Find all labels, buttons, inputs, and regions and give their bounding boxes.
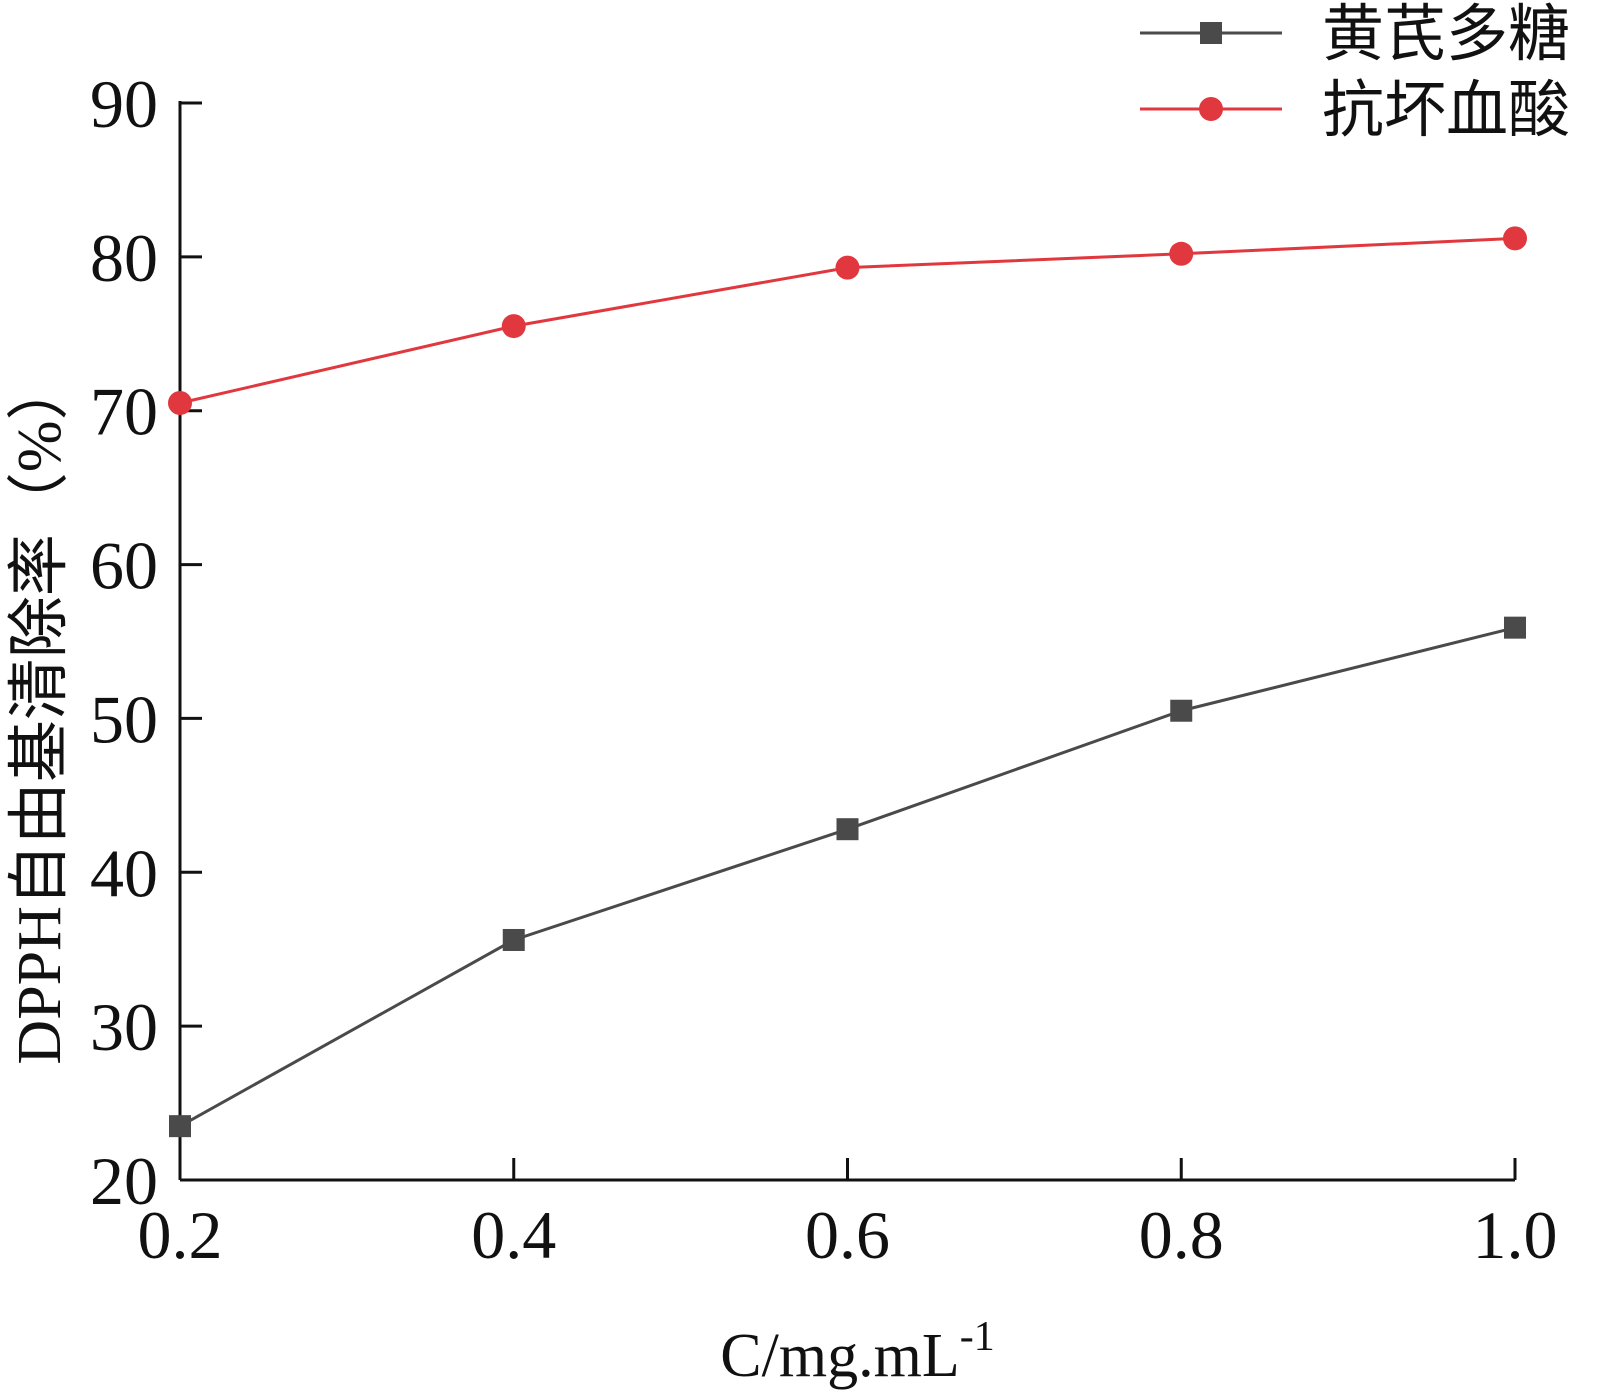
y-tick-label: 80 (90, 220, 158, 296)
data-point (502, 928, 525, 951)
series-2 (168, 226, 1527, 416)
data-point (168, 391, 192, 416)
axes: 20 30 40 50 60 70 80 90 0.2 0.4 0.6 0.8 1.0 (90, 66, 1558, 1273)
y-tick-label: 30 (90, 989, 158, 1065)
series-1 (169, 616, 1526, 1138)
data-point (1503, 226, 1527, 251)
y-tick-label: 20 (90, 1143, 158, 1219)
y-tick-label: 90 (90, 66, 158, 142)
y-tick-label: 70 (90, 374, 158, 450)
x-tick-label: 0.2 (138, 1197, 223, 1273)
data-point (835, 255, 860, 280)
legend-marker (1199, 97, 1223, 121)
x-tick-label: 0.8 (1139, 1197, 1224, 1273)
x-tick-label: 0.6 (805, 1197, 890, 1273)
series-line (179, 626, 1516, 1128)
legend-label: 黄芪多糖 (1322, 0, 1570, 70)
data-point (501, 314, 526, 339)
legend-item: 黄芪多糖 (1140, 0, 1570, 70)
x-tick-label: 1.0 (1473, 1197, 1558, 1273)
x-axis-title: C/mg.mL-1 (720, 1314, 994, 1390)
legend-item: 抗坏血酸 (1140, 73, 1570, 146)
data-point (836, 818, 859, 841)
legend-label: 抗坏血酸 (1322, 73, 1570, 146)
data-point (1169, 241, 1194, 266)
x-axis-title-superscript: -1 (960, 1314, 995, 1360)
data-point (169, 1115, 191, 1138)
data-point (1170, 699, 1193, 722)
legend-marker (1200, 22, 1222, 44)
data-point (1504, 616, 1526, 639)
y-tick-label: 50 (90, 681, 158, 757)
y-tick-label: 40 (90, 835, 158, 911)
series-layer (168, 226, 1527, 1138)
y-tick-label: 60 (90, 528, 158, 604)
x-axis-title-text: C/mg.mL (720, 1322, 959, 1390)
x-tick-label: 0.4 (471, 1197, 556, 1273)
y-axis-title: DPPH自由基清除率（%） (6, 358, 74, 1064)
